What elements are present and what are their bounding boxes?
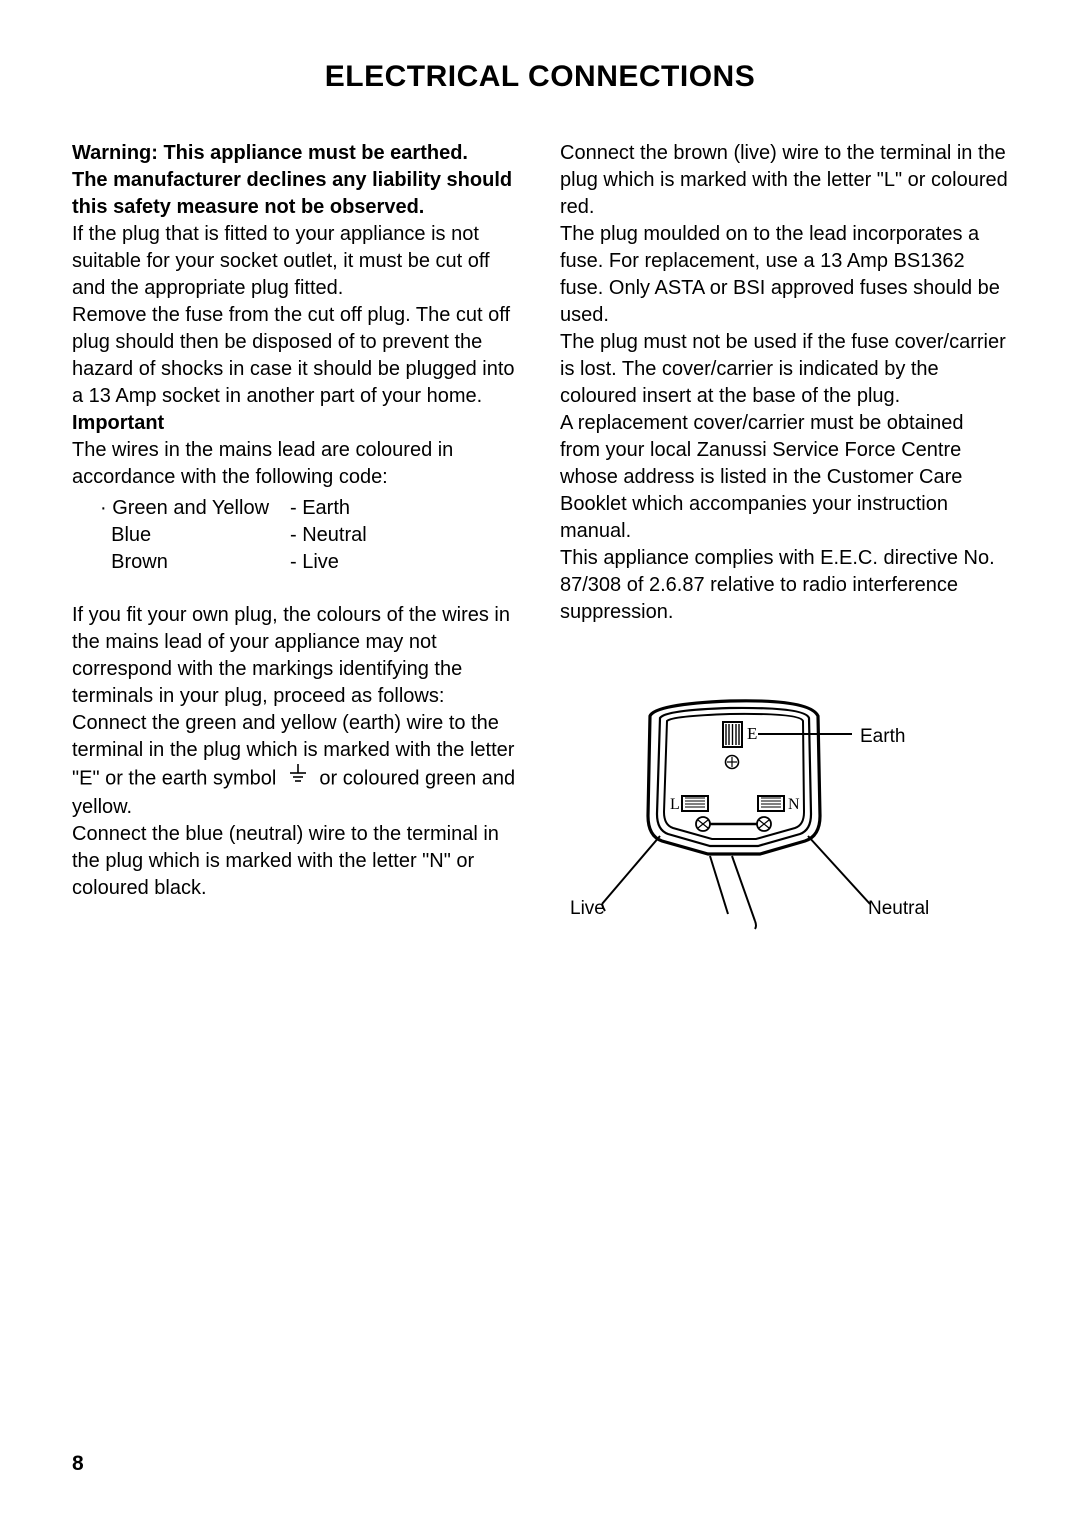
- diagram-l-label: L: [670, 796, 680, 813]
- wire-color: · Green and Yellow: [100, 495, 290, 522]
- diagram-e-label: E: [747, 724, 757, 743]
- earth-symbol-icon: [288, 764, 308, 794]
- important-intro: The wires in the mains lead are coloured…: [72, 439, 453, 488]
- wire-row: Brown - Live: [100, 549, 520, 576]
- page-number: 8: [72, 1452, 84, 1476]
- important-label: Important: [72, 412, 164, 434]
- plug-svg: E L: [560, 686, 980, 966]
- diagram-live-label: Live: [570, 896, 605, 922]
- wire-row: Blue - Neutral: [100, 522, 520, 549]
- plug-diagram: E L: [560, 686, 980, 966]
- left-p1: If the plug that is fitted to your appli…: [72, 221, 520, 302]
- page: ELECTRICAL CONNECTIONS Warning: This app…: [0, 0, 1080, 1526]
- warning-text: Warning: This appliance must be earthed.: [72, 140, 520, 167]
- left-p3: If you fit your own plug, the colours of…: [72, 602, 520, 710]
- right-p2: The plug moulded on to the lead incorpor…: [560, 221, 1008, 329]
- wire-row: · Green and Yellow - Earth: [100, 495, 520, 522]
- wire-color: Brown: [100, 549, 290, 576]
- right-p1: Connect the brown (live) wire to the ter…: [560, 140, 1008, 221]
- right-p4: A replacement cover/carrier must be obta…: [560, 410, 1008, 545]
- wire-table: · Green and Yellow - Earth Blue - Neutra…: [100, 495, 520, 576]
- wire-color: Blue: [100, 522, 290, 549]
- wire-type: - Neutral: [290, 522, 367, 549]
- important-block: Important The wires in the mains lead ar…: [72, 410, 520, 576]
- diagram-neutral-label: Neutral: [868, 896, 929, 922]
- right-p5: This appliance complies with E.E.C. dire…: [560, 545, 1008, 626]
- left-p4: Connect the green and yellow (earth) wir…: [72, 710, 520, 821]
- left-p5: Connect the blue (neutral) wire to the t…: [72, 821, 520, 902]
- right-column: Connect the brown (live) wire to the ter…: [560, 140, 1008, 966]
- wire-type: - Earth: [290, 495, 350, 522]
- wire-type: - Live: [290, 549, 339, 576]
- page-title: ELECTRICAL CONNECTIONS: [72, 60, 1008, 94]
- liability-text: The manufacturer declines any liability …: [72, 167, 520, 221]
- left-column: Warning: This appliance must be earthed.…: [72, 140, 520, 966]
- diagram-earth-label: Earth: [860, 724, 905, 750]
- left-p2: Remove the fuse from the cut off plug. T…: [72, 302, 520, 410]
- right-p3: The plug must not be used if the fuse co…: [560, 329, 1008, 410]
- diagram-n-label: N: [788, 796, 800, 813]
- columns: Warning: This appliance must be earthed.…: [72, 140, 1008, 966]
